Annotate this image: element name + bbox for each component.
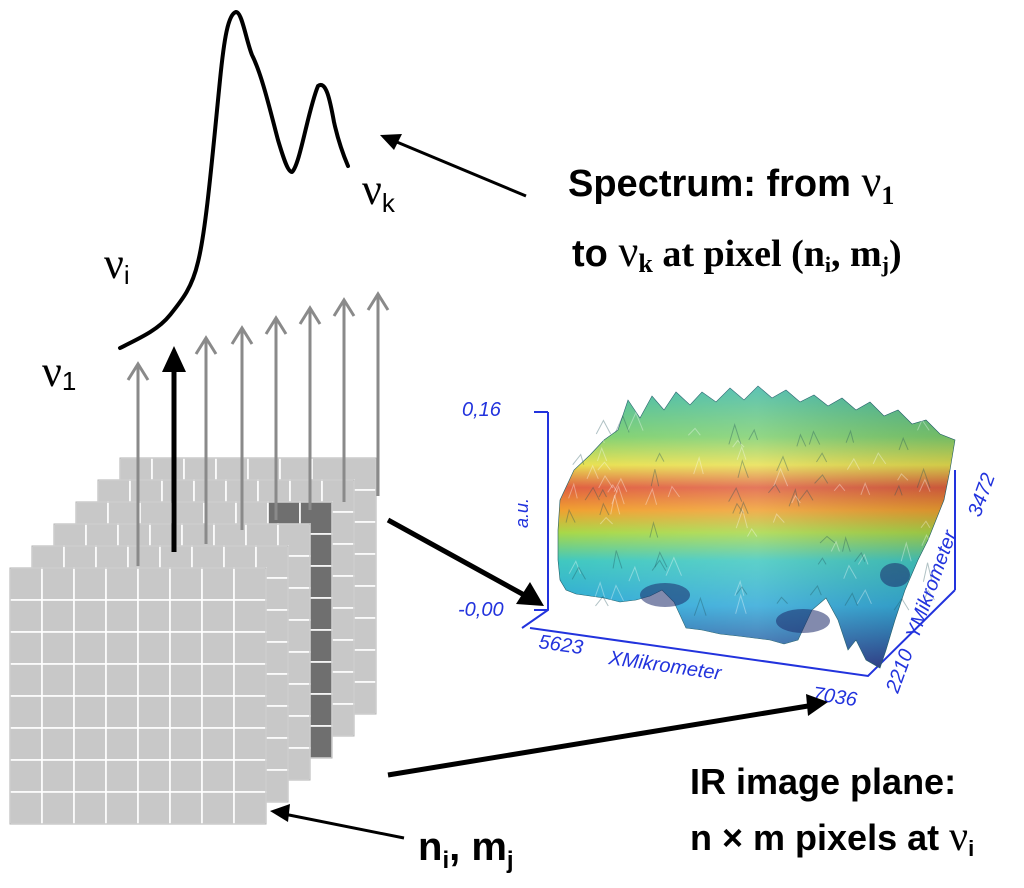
pixel-cell bbox=[169, 663, 203, 697]
pixel-cell bbox=[41, 663, 75, 697]
pixel-cell bbox=[9, 567, 43, 601]
pixel-cell bbox=[201, 695, 235, 729]
pixel-cell bbox=[73, 727, 107, 761]
pixel-cell bbox=[137, 663, 171, 697]
pixel-cell bbox=[9, 695, 43, 729]
ir-caption-line2: n × m pixels at νi bbox=[690, 814, 974, 861]
plane-to-caption-arrow bbox=[387, 703, 809, 778]
pixel-cell bbox=[41, 759, 75, 793]
pixel-cell bbox=[105, 791, 139, 825]
spectrum-curve bbox=[118, 10, 350, 350]
pixel-cell bbox=[201, 663, 235, 697]
pixel-cell bbox=[105, 695, 139, 729]
pixel-cell bbox=[105, 727, 139, 761]
pixel-cell bbox=[9, 727, 43, 761]
pixel-cell bbox=[105, 567, 139, 601]
pixel-cell bbox=[233, 727, 267, 761]
pixel-cell bbox=[233, 759, 267, 793]
pixel-cell bbox=[105, 631, 139, 665]
pixel-cell bbox=[41, 727, 75, 761]
pixel-cell bbox=[137, 759, 171, 793]
pixel-cell bbox=[201, 759, 235, 793]
z-top-tick: 0,16 bbox=[462, 399, 502, 421]
pixel-cell bbox=[201, 599, 235, 633]
ir-surface-plot: 0,16 -0,00 a.u. 5623 XMikrometer 7036 22… bbox=[458, 385, 1000, 711]
pixel-cell bbox=[41, 567, 75, 601]
pixel-cell bbox=[233, 599, 267, 633]
pixel-cell bbox=[137, 791, 171, 825]
y-end-tick: 3472 bbox=[964, 470, 1000, 519]
pixel-cell bbox=[201, 791, 235, 825]
pixel-cell bbox=[73, 663, 107, 697]
pixel-cell bbox=[41, 599, 75, 633]
pixel-cell bbox=[233, 695, 267, 729]
caption-pointer-arrow bbox=[391, 138, 527, 198]
pixel-cell bbox=[9, 791, 43, 825]
pixel-cell bbox=[201, 727, 235, 761]
pixel-cell bbox=[41, 791, 75, 825]
pixel-pointer-arrow bbox=[283, 812, 405, 840]
pixel-cell bbox=[233, 663, 267, 697]
ir-caption-line1: IR image plane: bbox=[690, 761, 956, 802]
pixel-cell bbox=[169, 567, 203, 601]
pixel-cell bbox=[233, 631, 267, 665]
pixel-cell bbox=[201, 567, 235, 601]
pixel-cell bbox=[105, 599, 139, 633]
pixel-cell bbox=[137, 695, 171, 729]
image-plane bbox=[9, 567, 267, 825]
pixel-cell bbox=[9, 663, 43, 697]
pixel-cell bbox=[41, 695, 75, 729]
pixel-cell bbox=[169, 599, 203, 633]
caption-pointer-arrowhead bbox=[380, 134, 402, 150]
spectrum-arrows bbox=[126, 291, 390, 566]
image-plane-stack bbox=[9, 457, 377, 825]
pixel-cell bbox=[201, 631, 235, 665]
pixel-cell bbox=[169, 631, 203, 665]
pixel-cell bbox=[73, 695, 107, 729]
pixel-cell bbox=[233, 567, 267, 601]
pixel-cell bbox=[137, 567, 171, 601]
pixel-cell bbox=[137, 599, 171, 633]
plot-base-axis bbox=[529, 589, 956, 678]
pixel-cell bbox=[9, 759, 43, 793]
pixel-cell bbox=[169, 695, 203, 729]
spectrum-caption-line2: to νk at pixel (ni, mj) bbox=[572, 227, 902, 278]
pixel-cell bbox=[137, 631, 171, 665]
pixel-cell bbox=[73, 791, 107, 825]
nu-1-label: ν1 bbox=[42, 347, 76, 396]
pixel-cell bbox=[169, 791, 203, 825]
z-axis-label: a.u. bbox=[512, 498, 532, 528]
pixel-label: ni, mj bbox=[418, 825, 514, 874]
pixel-cell bbox=[9, 599, 43, 633]
z-bottom-tick: -0,00 bbox=[458, 599, 504, 621]
nu-k-label: νk bbox=[362, 165, 396, 218]
pixel-cell bbox=[105, 663, 139, 697]
pixel-cell bbox=[73, 631, 107, 665]
pixel-cell bbox=[137, 727, 171, 761]
pixel-cell bbox=[73, 759, 107, 793]
pixel-cell bbox=[233, 791, 267, 825]
pixel-cell bbox=[73, 567, 107, 601]
pixel-cell bbox=[169, 759, 203, 793]
pixel-cell bbox=[169, 727, 203, 761]
spectrum-caption-line1: Spectrum: from ν1 bbox=[568, 157, 894, 210]
nu-i-label: νi bbox=[104, 239, 130, 290]
plane-to-plot-arrow bbox=[386, 517, 528, 599]
pixel-cell bbox=[9, 631, 43, 665]
pixel-cell bbox=[105, 759, 139, 793]
y-start-tick: 2210 bbox=[882, 646, 918, 696]
pixel-cell bbox=[41, 631, 75, 665]
pixel-cell bbox=[73, 599, 107, 633]
